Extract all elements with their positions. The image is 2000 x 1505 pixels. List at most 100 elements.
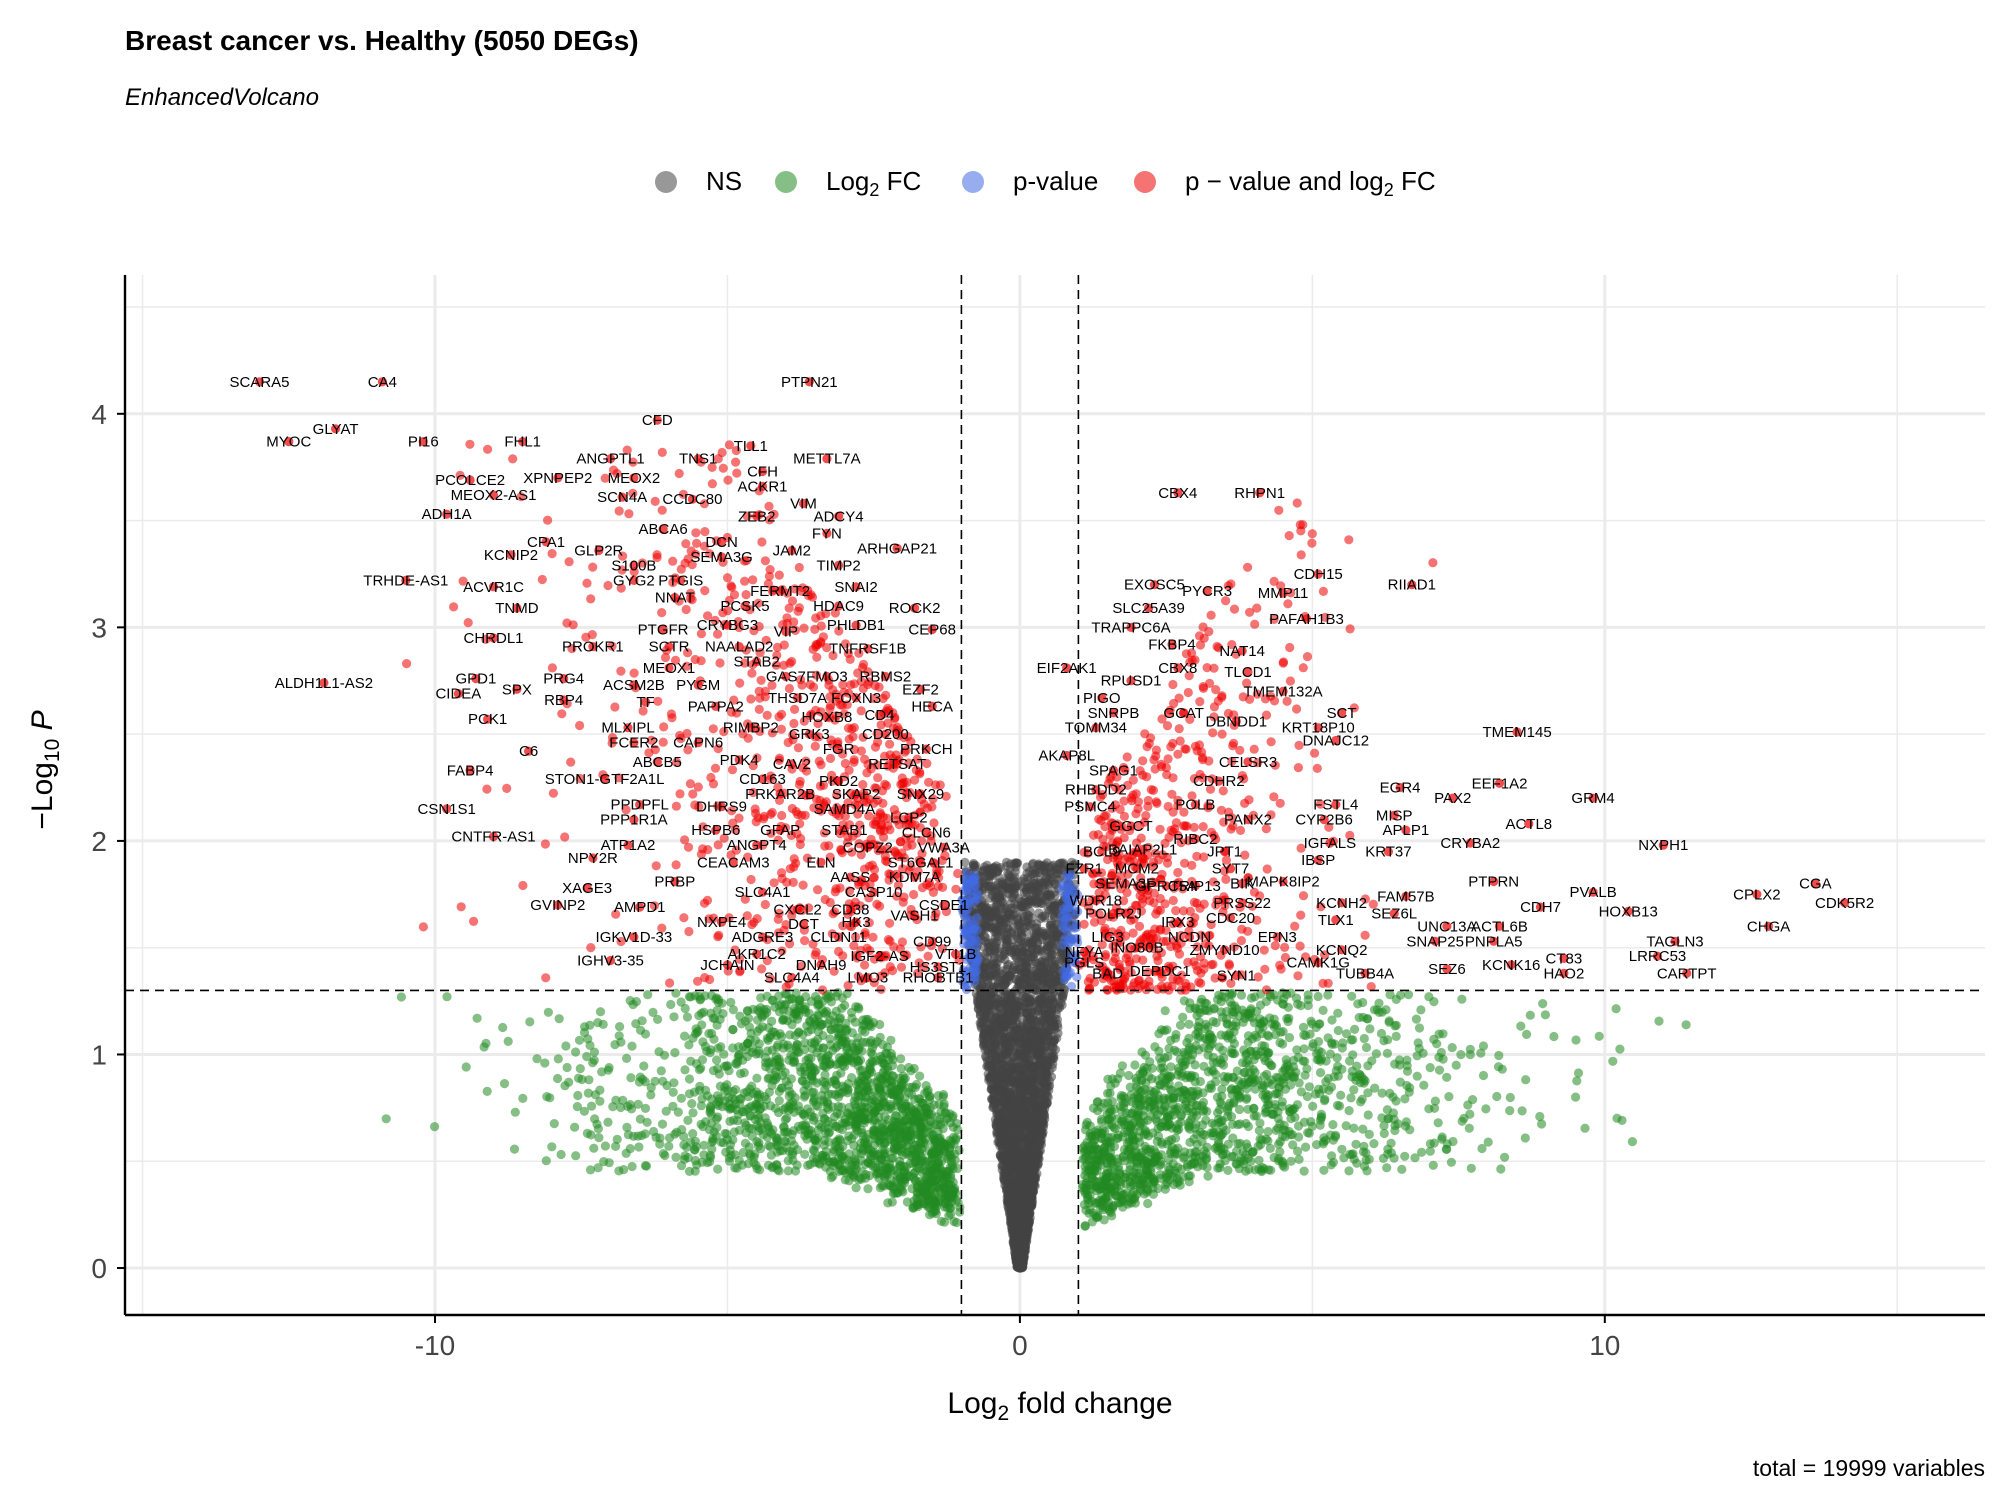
ns-point [1040,862,1049,871]
log2fc-point [571,1047,580,1056]
ns-point [995,927,1004,936]
ns-point [1041,887,1050,896]
ns-point [985,1073,994,1082]
ns-point [1004,960,1013,969]
log2fc-point [669,1078,678,1087]
log2fc-point [1467,1164,1476,1173]
log2fc-point [1383,1049,1392,1058]
ns-point [999,1015,1008,1024]
log2fc-point [1400,1152,1409,1161]
log2fc-point [670,1048,679,1057]
ns-point [1045,1026,1054,1035]
log2fc-point [697,1101,706,1110]
ns-point [971,861,980,870]
log2fc-point [695,1065,704,1074]
ns-point [991,1038,1000,1047]
log2fc-point [1521,1133,1530,1142]
log2fc-point [683,1116,692,1125]
log2fc-point [1369,1139,1378,1148]
log2fc-point [1654,1017,1663,1026]
ns-point [1012,1077,1021,1086]
ns-point [1002,1041,1011,1050]
log2fc-point [1301,1143,1310,1152]
log2fc-point [1334,1026,1343,1035]
ns-point [1017,1135,1026,1144]
log2fc-point [615,1031,624,1040]
log2fc-point [1137,1047,1146,1056]
ns-point [1022,1196,1031,1205]
log2fc-point [782,1114,791,1123]
ns-point [984,1062,993,1071]
ns-point [996,954,1005,963]
ns-point [996,1151,1005,1160]
ns-point [1017,1054,1026,1063]
log2fc-point [1522,1030,1531,1039]
ns-point [1023,1213,1032,1222]
log2fc-point [1385,1089,1394,1098]
ns-point [1019,974,1028,983]
log2fc-point [1538,999,1547,1008]
ns-point [998,1097,1007,1106]
log2fc-point [1344,1166,1353,1175]
log2fc-point [671,1153,680,1162]
ns-point [1016,919,1025,928]
ns-point [1034,1141,1043,1150]
log2fc-point [1337,1145,1346,1154]
ns-point [1036,1126,1045,1135]
ns-point [1003,1137,1012,1146]
log2fc-point [532,1054,541,1063]
ns-point [1039,1052,1048,1061]
log2fc-point [752,1074,761,1083]
ns-point [1050,866,1059,875]
log2fc-point [1595,1032,1604,1041]
log2fc-point [1448,1043,1457,1052]
ns-point [1038,1116,1047,1125]
ns-point [991,893,1000,902]
log2fc-point [1521,1075,1530,1084]
log2fc-point [1456,1050,1465,1059]
ns-point [1005,1204,1014,1213]
ns-point [1048,1042,1057,1051]
ns-point [992,938,1001,947]
log2fc-point [1414,1038,1423,1047]
log2fc-point [1358,1125,1367,1134]
log2fc-point [863,1184,872,1193]
log2fc-point [584,1089,593,1098]
ns-point [1030,1160,1039,1169]
log2fc-point [615,1022,624,1031]
log2fc-point [677,997,686,1006]
log2fc-point [955,1207,964,1216]
log2fc-point [504,1037,513,1046]
log2fc-point [544,1008,553,1017]
ns-point [1024,1072,1033,1081]
ns-point [1037,1099,1046,1108]
ns-point [1033,868,1042,877]
log2fc-point [641,1161,650,1170]
log2fc-point [1150,1042,1159,1051]
log2fc-point [664,1142,673,1151]
log2fc-point [638,1016,647,1025]
log2fc-point [643,990,652,999]
ns-point [996,1059,1005,1068]
ns-point [1002,879,1011,888]
log2fc-point [557,1150,566,1159]
log2fc-point [1243,1105,1252,1114]
ns-point [1006,946,1015,955]
ns-point [988,864,997,873]
ns-point [1002,935,1011,944]
ns-point [980,1024,989,1033]
log2fc-point [1161,1006,1170,1015]
log2fc-point [1350,1025,1359,1034]
ns-point [1027,1028,1036,1037]
ns-point [1045,971,1054,980]
log2fc-point [1358,1095,1367,1104]
ns-point [1033,881,1042,890]
ns-point [997,1073,1006,1082]
log2fc-point [1351,1140,1360,1149]
log2fc-point [1518,1106,1527,1115]
log2fc-point [1217,1085,1226,1094]
ns-point [1009,1169,1018,1178]
ns-point [1014,958,1023,967]
ns-point [1026,1145,1035,1154]
log2fc-point [666,1000,675,1009]
